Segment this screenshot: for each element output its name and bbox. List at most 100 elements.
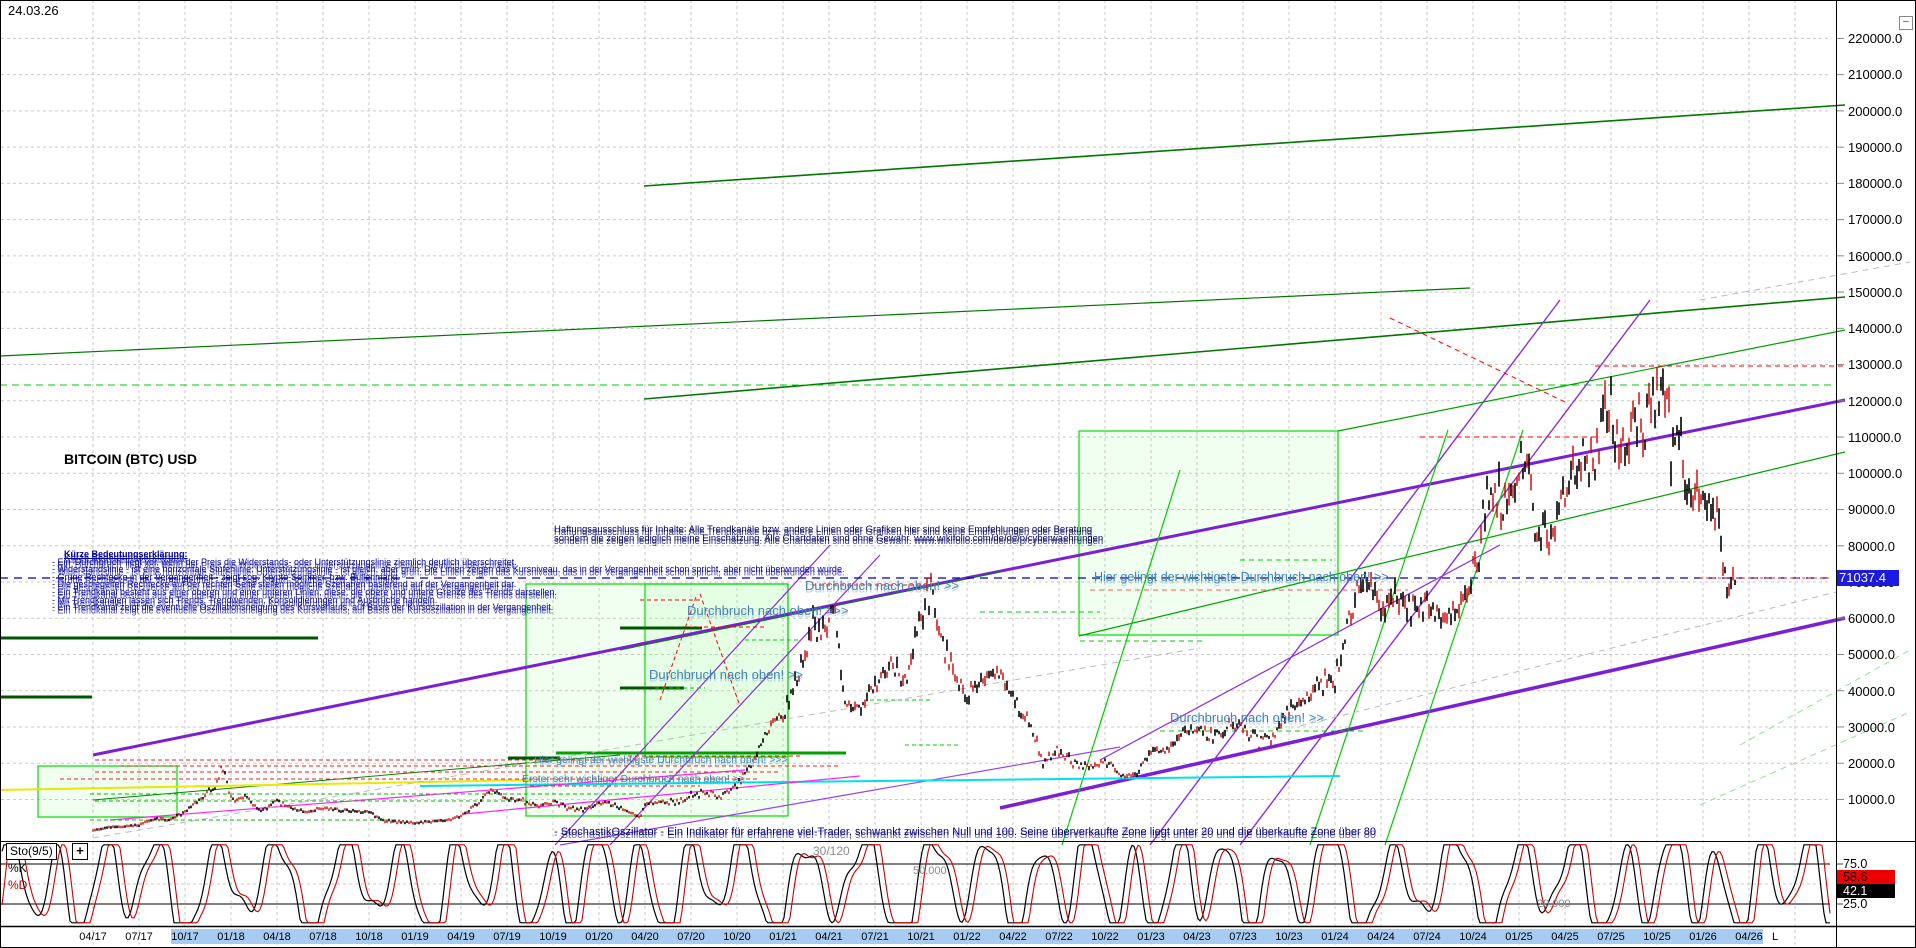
price-tick-label: 210000.0 xyxy=(1848,67,1903,83)
legend-line-1: - Ein 'Durchbruch' liegt vor, wenn der P… xyxy=(52,556,517,567)
time-tick-label: 07/17 xyxy=(125,931,153,943)
trend-line xyxy=(1389,317,1566,403)
depth-label-20000: 20.000 xyxy=(1537,898,1571,910)
price-tick-label: 160000.0 xyxy=(1848,248,1903,264)
time-tick-label: 07/24 xyxy=(1413,931,1441,943)
trend-line xyxy=(463,775,861,815)
time-tick-label: 01/23 xyxy=(1137,931,1165,943)
time-tick-label: 04/21 xyxy=(815,931,843,943)
candles-black xyxy=(96,368,1736,831)
last-price-box: 71037.4 xyxy=(1837,570,1899,586)
breakout-note-1: Durchbruch nach oben! >> xyxy=(805,578,959,593)
price-tick-label: 30000.0 xyxy=(1848,719,1895,735)
price-tick-label: 90000.0 xyxy=(1848,502,1895,518)
stochastic-d-line xyxy=(1,844,1831,924)
time-tick-label: 01/21 xyxy=(769,931,797,943)
price-tick-label: 100000.0 xyxy=(1848,466,1903,482)
chart-date: 24.03.26 xyxy=(8,3,59,18)
trend-line xyxy=(0,779,533,791)
time-tick-label: 04/26 xyxy=(1735,931,1763,943)
time-tick-label: 10/21 xyxy=(907,931,935,943)
collapse-icon[interactable]: − xyxy=(1899,16,1913,30)
time-tick-label: 07/22 xyxy=(1045,931,1073,943)
price-tick-label: 220000.0 xyxy=(1848,31,1903,47)
time-tick-label: 01/20 xyxy=(585,931,613,943)
time-tick-label: 04/25 xyxy=(1551,931,1579,943)
time-tick-label: 10/17 xyxy=(171,931,199,943)
trend-line xyxy=(1078,451,1846,637)
depth-label-50000: 50.000 xyxy=(913,865,947,877)
time-tick-label: 10/24 xyxy=(1459,931,1487,943)
trend-line xyxy=(1061,469,1181,846)
trend-line xyxy=(643,296,1846,400)
time-tick-label: 01/19 xyxy=(401,931,429,943)
price-tick-label: 150000.0 xyxy=(1848,284,1903,300)
scenario-box xyxy=(644,583,789,758)
price-tick-label: 120000.0 xyxy=(1848,393,1903,409)
price-tick-label: 170000.0 xyxy=(1848,212,1903,228)
time-tick-label: 04/19 xyxy=(447,931,475,943)
legend-title: Kürze Bedeutungserklärung: xyxy=(64,549,188,559)
trend-line xyxy=(1337,329,1846,432)
trend-line xyxy=(554,544,831,846)
time-tick-label: 01/18 xyxy=(217,931,245,943)
time-axis-highlight xyxy=(171,929,1763,944)
indicator-add-button[interactable]: + xyxy=(72,843,88,860)
trend-line xyxy=(559,746,1121,846)
price-tick-label: 40000.0 xyxy=(1848,683,1895,699)
time-tick-label: 10/19 xyxy=(539,931,567,943)
breakout-note-main: Hier gelingt der wichtigste Durchbruch n… xyxy=(1094,570,1389,584)
trend-line xyxy=(619,571,1001,651)
scenario-box xyxy=(37,765,178,818)
trend-line xyxy=(1384,429,1524,846)
breakout-note-6: Erster sehr wichtiger Durchbruch nach ob… xyxy=(522,773,745,785)
price-tick-label: 10000.0 xyxy=(1848,792,1895,808)
time-tick-label: 07/23 xyxy=(1229,931,1257,943)
percent-d-label: %D xyxy=(8,878,28,892)
price-tick-label: 50000.0 xyxy=(1848,647,1895,663)
candles-red xyxy=(92,367,1734,832)
price-tick-label: 200000.0 xyxy=(1848,103,1903,119)
price-tick-label: 80000.0 xyxy=(1848,538,1895,554)
trend-line xyxy=(1699,261,1911,301)
time-tick-label: 10/18 xyxy=(355,931,383,943)
legend-line-7: - Ein Trendkanal zeigt die eventuelle Os… xyxy=(52,602,554,613)
price-tick-label: 180000.0 xyxy=(1848,176,1903,192)
breakout-note-5: Hier gelingt der wichtigste Durchbruch n… xyxy=(534,754,788,766)
price-tick-label: 190000.0 xyxy=(1848,139,1903,155)
legend-line-6: - Mit Trendkanälen lassen sich Trends, T… xyxy=(52,594,438,605)
trend-line xyxy=(1299,591,1837,727)
trend-line xyxy=(92,647,1201,839)
trend-line xyxy=(1099,544,1501,761)
indicator-settings-label[interactable]: Sto(9/5) xyxy=(6,843,57,860)
trend-line xyxy=(1149,299,1561,846)
price-tick-label: 130000.0 xyxy=(1848,357,1903,373)
trend-line xyxy=(1699,711,1911,806)
time-tick-label: 07/21 xyxy=(861,931,889,943)
time-tick-label: 04/24 xyxy=(1367,931,1395,943)
percent-k-label: %K xyxy=(8,861,27,875)
time-tick-label: 07/20 xyxy=(677,931,705,943)
breakout-note-2: Durchbruch nach oben! >>> xyxy=(687,603,849,618)
trend-line xyxy=(699,593,741,707)
time-tick-label: 04/17 xyxy=(79,931,107,943)
trend-line xyxy=(659,593,698,701)
osc-level-25: 25.0 xyxy=(1843,897,1868,911)
disclaimer-line-2: sondern die zeigen lediglich meine Einsc… xyxy=(554,532,1104,544)
time-tick-label: 01/22 xyxy=(953,931,981,943)
time-tick-label: 07/19 xyxy=(493,931,521,943)
time-tick-label: 04/23 xyxy=(1183,931,1211,943)
time-tick-label: 01/25 xyxy=(1505,931,1533,943)
legend-line-4: - Die gespiegelten Rechtecke auf der rec… xyxy=(52,579,517,590)
breakout-note-3: Durchbruch nach oben! >> xyxy=(649,667,803,682)
time-tick-label: 10/20 xyxy=(723,931,751,943)
legend-line-2: - Widerstandslinie - ist eine horizontal… xyxy=(52,564,845,575)
osc-level-75: 75.0 xyxy=(1843,857,1868,871)
time-tick-label: 04/18 xyxy=(263,931,291,943)
osc-value-black: 42.1 xyxy=(1837,884,1895,898)
last-bar-marker: L xyxy=(1772,931,1779,943)
time-tick-label: 01/24 xyxy=(1321,931,1349,943)
trend-line xyxy=(999,616,1846,810)
